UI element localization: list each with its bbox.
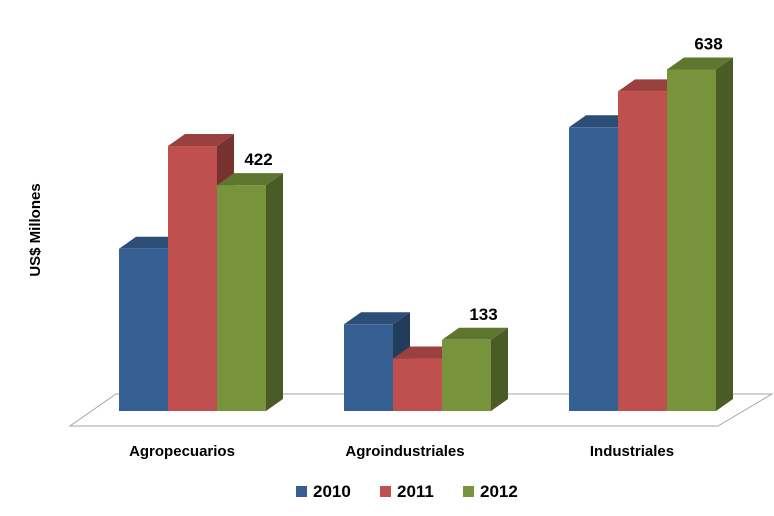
bar-front-face	[618, 91, 667, 411]
bar-front-face	[168, 146, 217, 411]
data-label-industriales: 638	[694, 34, 722, 53]
labels-layer: 422 133 638 Agropecuarios Agroindustriales In…	[129, 34, 723, 460]
legend-label: 2012	[480, 482, 518, 501]
legend-swatch	[380, 486, 391, 497]
legend-item-2011: 2011	[380, 482, 434, 501]
bar-top-face	[168, 134, 234, 147]
bar-front-face	[667, 69, 716, 411]
legend-swatch	[463, 486, 474, 497]
x-tick-label-agropecuarios: Agropecuarios	[129, 443, 235, 460]
bar-side-face	[491, 327, 508, 411]
bar-front-face	[344, 324, 393, 411]
bar-front-face	[569, 127, 618, 411]
x-tick-label-agroindustriales: Agroindustriales	[345, 443, 464, 460]
bar-front-face	[119, 248, 168, 411]
bar-top-face	[344, 312, 410, 325]
legend-label: 2010	[313, 482, 351, 501]
legend-item-2012: 2012	[463, 482, 518, 501]
bar-side-face	[266, 173, 283, 411]
bar-top-face	[442, 327, 508, 340]
y-axis-title: US$ Millones	[27, 183, 44, 276]
bars-layer	[119, 57, 733, 411]
bar-industriales-2012	[667, 57, 733, 411]
bar-top-face	[217, 173, 283, 186]
data-label-agropecuarios: 422	[244, 150, 272, 169]
data-label-agroindustriales: 133	[469, 305, 497, 324]
legend-item-2010: 2010	[296, 482, 351, 501]
bar-top-face	[667, 57, 733, 70]
bar-side-face	[716, 57, 733, 411]
bar-front-face	[217, 185, 266, 411]
legend: 2010 2011 2012	[296, 482, 518, 501]
legend-label: 2011	[397, 482, 434, 501]
bar-agropecuarios-2012	[217, 173, 283, 411]
legend-swatch	[296, 486, 307, 497]
bar-agroindustriales-2012	[442, 327, 508, 411]
x-tick-label-industriales: Industriales	[590, 443, 674, 460]
bar-front-face	[442, 339, 491, 411]
bar-front-face	[393, 358, 442, 411]
